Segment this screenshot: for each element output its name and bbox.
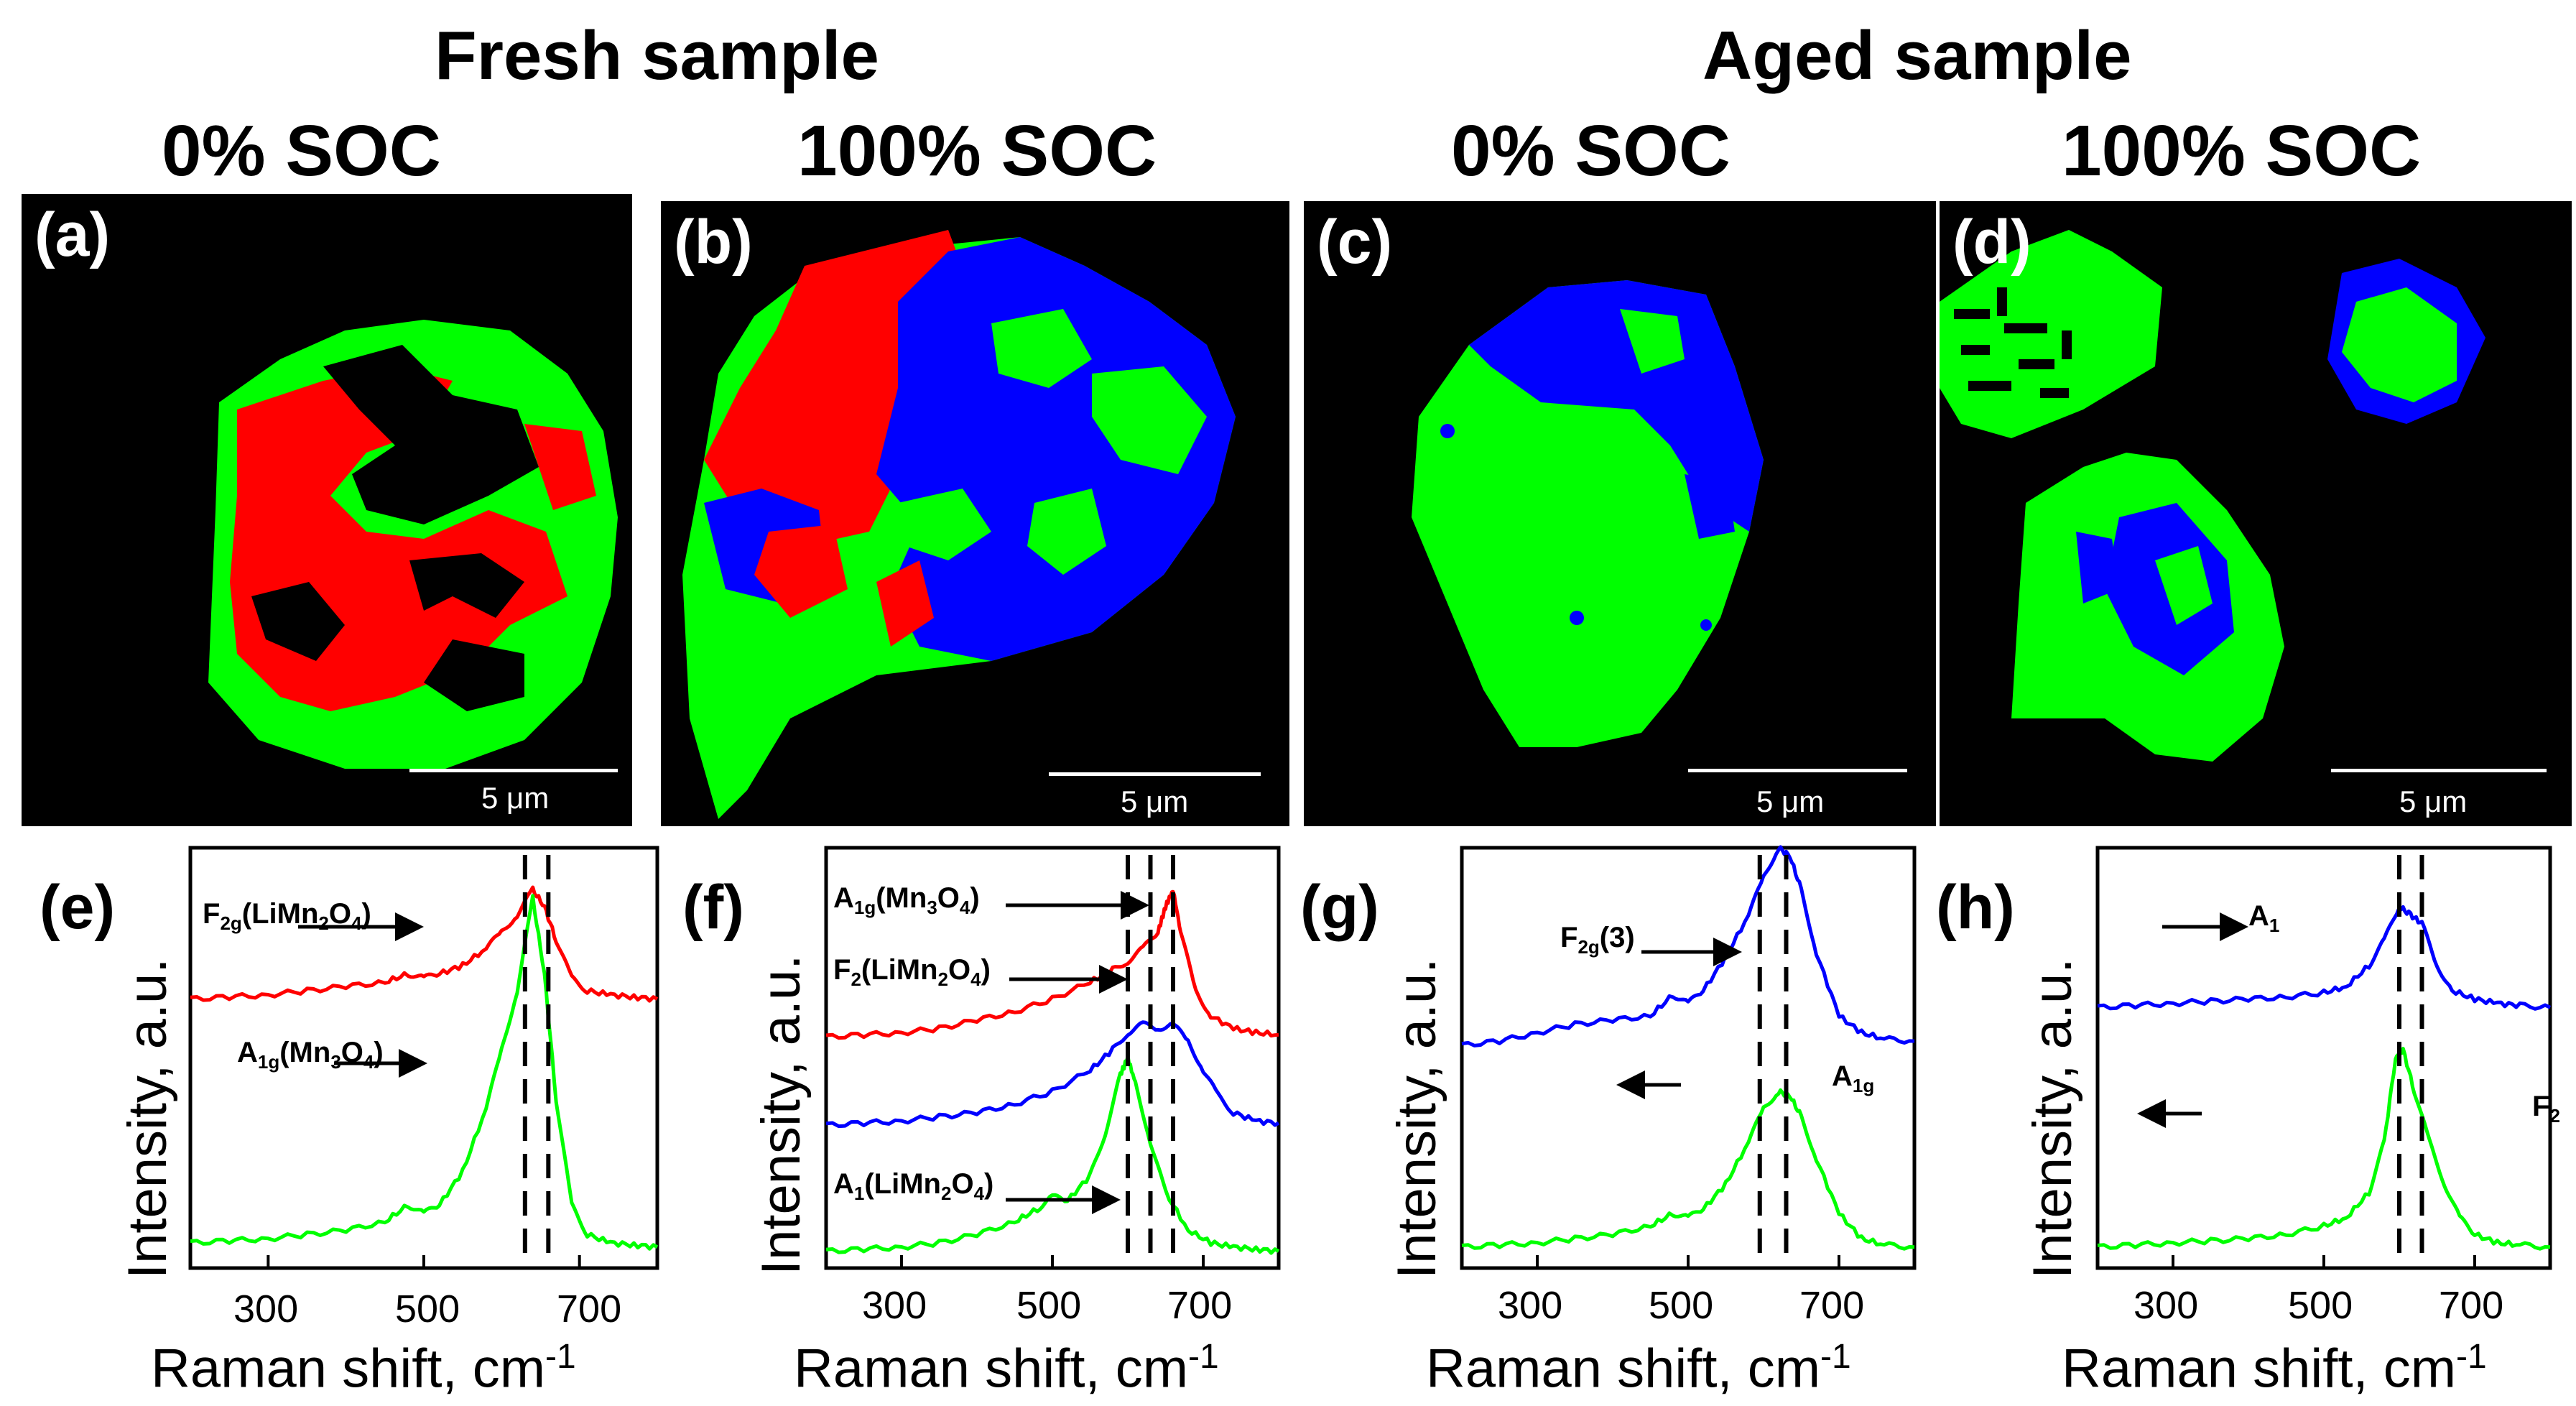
aged-sample-title: Aged sample [1702,17,2132,94]
soc-label-a: 0% SOC [162,111,442,191]
scale-text-a: 5 μm [481,781,550,815]
map-b-image [682,230,1236,819]
plot-frame [1460,846,1917,1270]
scalebar-c [1688,769,1907,772]
scalebar-b [1049,772,1261,776]
annotation-e-f2g: F2g(LiMn2O4) [203,898,371,934]
tick-h-300: 300 [2133,1284,2199,1327]
map-c-image [1412,280,1764,747]
annotation-g-a1g: A1g [1832,1060,1875,1096]
series-line-green [825,1053,1280,1255]
tick-g-500: 500 [1649,1284,1714,1327]
annotation-f-f2: F2(LiMn2O4) [833,954,991,990]
panel-label-d: (d) [1952,208,2031,277]
series-line-green [190,894,659,1251]
plot-frame [2095,846,2552,1270]
panel-label-f: (f) [682,873,744,942]
annotation-f-a1: A1(LiMn2O4) [833,1168,994,1204]
panel-label-g: (g) [1300,873,1379,942]
tick-e-700: 700 [557,1287,622,1331]
map-a-image [208,320,618,769]
soc-label-b: 100% SOC [797,111,1157,191]
map-d-image [1940,230,2485,762]
soc-label-c: 0% SOC [1451,111,1731,191]
annotation-g-f2g: F2g(3) [1560,922,1635,958]
annotation-h-f2: F2 [2532,1091,2560,1127]
annotation-f-a1g: A1g(Mn3O4) [833,882,980,918]
xlabel-f: Raman shift, cm-1 [794,1338,1219,1400]
plot-e [188,846,659,1270]
spectrum-panel-e: (e) Intensity, a.u. F2g(LiMn2O4) A1g(Mn3… [0,833,661,1406]
raman-map-d: (d) 5 μm [1940,201,2572,826]
series-line-red [190,885,659,1003]
tick-e-500: 500 [395,1287,460,1331]
plot-g [1460,845,1917,1270]
tick-h-700: 700 [2439,1284,2504,1327]
tick-e-300: 300 [233,1287,299,1331]
tick-g-700: 700 [1799,1284,1865,1327]
panel-label-h: (h) [1936,873,2015,942]
raman-map-b: (b) 5 μm [661,201,1289,826]
spectrum-panel-h: (h) Intensity, a.u. A1 F2 300 500 700 Ra… [1932,833,2576,1406]
plot-h [2095,846,2552,1270]
panel-label-b: (b) [674,208,753,277]
panel-label-e: (e) [40,873,116,942]
series-line-blue [1461,845,1915,1047]
xlabel-e: Raman shift, cm-1 [151,1338,576,1400]
xlabel-g: Raman shift, cm-1 [1426,1338,1851,1400]
spectrum-panel-g: (g) Intensity, a.u. F2g(3) A1g 300 500 7… [1293,833,1932,1406]
tick-g-300: 300 [1498,1284,1563,1327]
plot-f [824,846,1281,1270]
xlabel-h: Raman shift, cm-1 [2062,1338,2487,1400]
spectrum-panel-f: (f) Intensity, a.u. A1g(Mn3O4) F2(LiMn2O… [661,833,1293,1406]
annotation-h-a1: A1 [2248,900,2280,936]
fresh-sample-title: Fresh sample [435,17,879,94]
scale-text-d: 5 μm [2399,785,2468,818]
series-line-green [1461,1088,1915,1251]
tick-f-300: 300 [862,1284,927,1327]
tick-f-500: 500 [1016,1284,1082,1327]
series-line-green [2097,1047,2551,1251]
series-line-red [825,889,1279,1040]
scalebar-d [2331,769,2547,772]
tick-h-500: 500 [2288,1284,2353,1327]
tick-f-700: 700 [1167,1284,1233,1327]
series-line-blue [2097,905,2552,1011]
scalebar-a [409,769,618,772]
annotation-e-a1g: A1g(Mn3O4) [237,1037,384,1073]
series-line-blue [825,1020,1280,1129]
raman-map-a: (a) 5 μm [22,194,632,826]
scale-text-b: 5 μm [1121,785,1189,818]
raman-map-c: (c) 5 μm [1304,201,1936,826]
scale-text-c: 5 μm [1756,785,1825,818]
panel-label-c: (c) [1317,208,1393,277]
soc-label-d: 100% SOC [2062,111,2422,191]
panel-label-a: (a) [34,200,111,269]
